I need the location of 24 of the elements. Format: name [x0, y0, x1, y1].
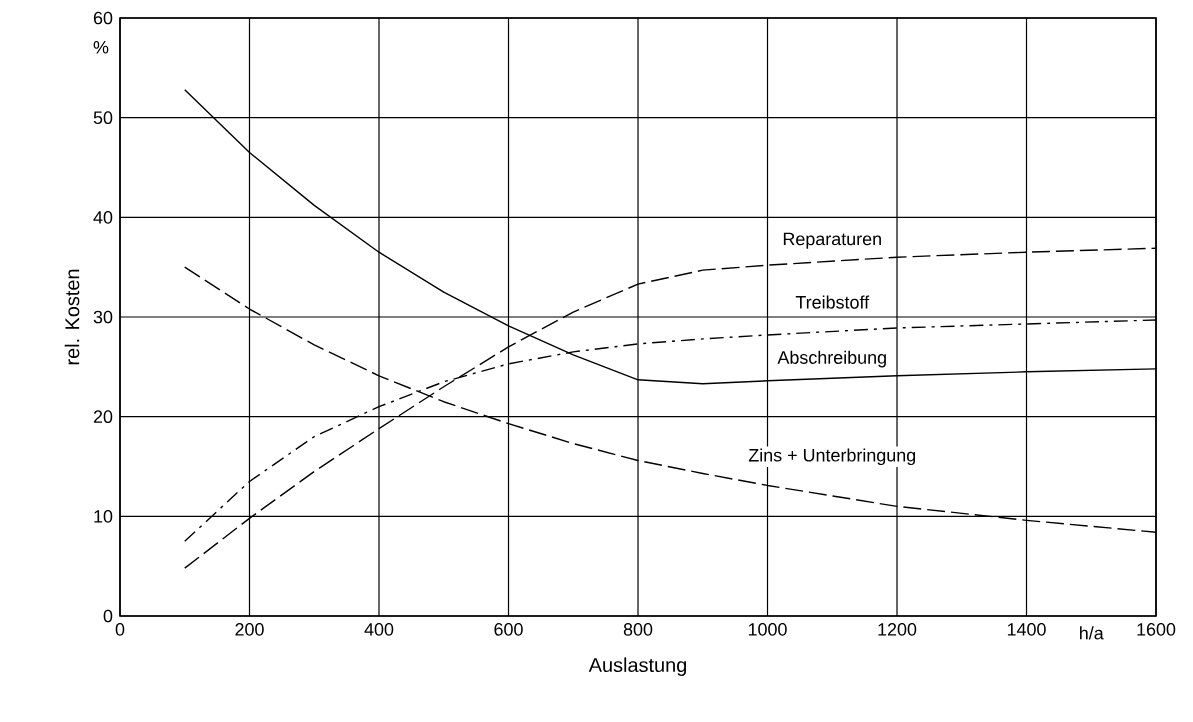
x-tick-label: 800 — [623, 623, 653, 636]
x-tick-label: 600 — [494, 623, 523, 636]
x-tick-label: 1600 — [1137, 623, 1176, 636]
x-tick-label: 1000 — [748, 623, 787, 636]
y-tick-label: 30 — [93, 310, 113, 324]
y-tick-label: 0 — [103, 609, 113, 623]
x-tick-label: 1200 — [878, 623, 917, 636]
x-tick-label: 0 — [115, 623, 125, 636]
x-tick-label: 1400 — [1007, 623, 1046, 636]
y-tick-label: 10 — [94, 509, 113, 523]
y-tick-label: 50 — [93, 111, 113, 125]
series-label: Treibstoff — [795, 295, 870, 309]
x-tick-label: 400 — [364, 623, 394, 636]
series-label: Reparaturen — [783, 232, 881, 249]
text: h/a — [1080, 626, 1104, 640]
series-label: Abschreibung — [777, 350, 886, 368]
y-tick-label: 60 — [93, 11, 113, 25]
y-axis-title: rel. Kosten — [64, 269, 80, 365]
x-tick-label: 200 — [235, 623, 264, 636]
y-tick-label: 40 — [93, 210, 113, 224]
series-label: Zins + Unterbringung — [748, 448, 916, 466]
x-axis-title: Auslastung — [588, 657, 687, 676]
text: % — [93, 40, 109, 54]
y-tick-label: 20 — [93, 410, 113, 424]
